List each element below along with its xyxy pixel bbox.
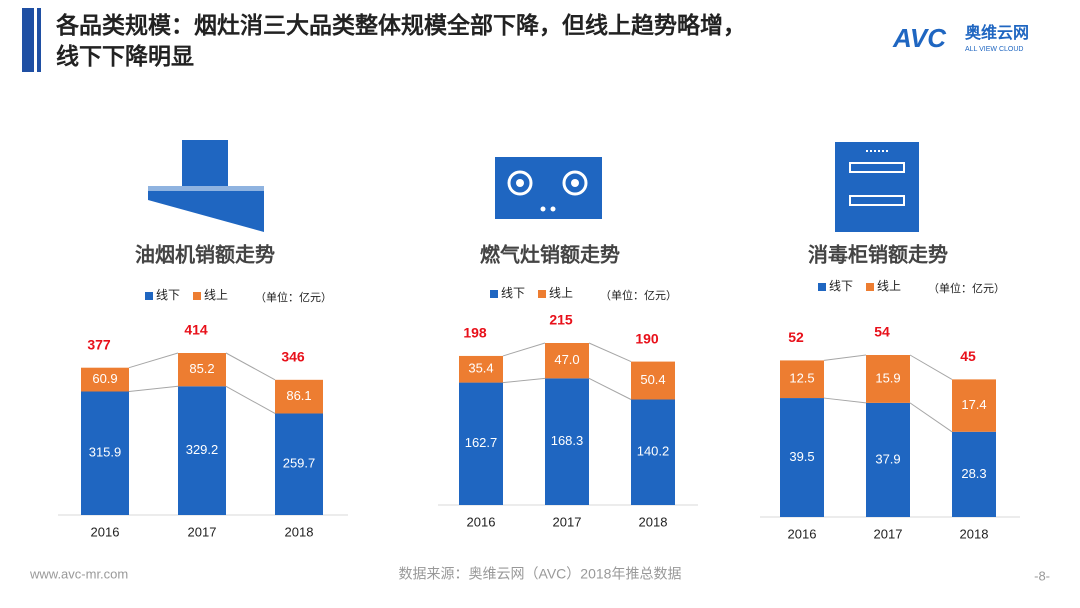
value-label: 35.4 xyxy=(468,361,493,376)
value-label: 315.9 xyxy=(89,445,122,460)
x-tick-label: 2018 xyxy=(285,524,314,539)
bar-segment xyxy=(780,360,824,399)
value-label: 259.7 xyxy=(283,456,316,471)
x-tick-label: 2016 xyxy=(467,514,496,529)
bar-segment xyxy=(952,379,996,432)
bar-segment xyxy=(866,355,910,403)
total-label: 377 xyxy=(87,336,111,352)
bar-segment xyxy=(545,343,589,379)
value-label: 37.9 xyxy=(875,451,900,466)
x-tick-label: 2016 xyxy=(788,526,817,541)
logo-tagline: ALL VIEW CLOUD xyxy=(965,46,1023,53)
trend-connector xyxy=(225,385,276,414)
trend-connector xyxy=(823,397,867,404)
bar-segment xyxy=(178,353,226,387)
bar-segment xyxy=(275,413,323,515)
logo-name: 奥维云网 xyxy=(965,23,1029,42)
bar-segment xyxy=(81,391,129,515)
unit-note: （单位：亿元） xyxy=(600,288,677,302)
bar-segment xyxy=(459,382,503,505)
legend-label: 线下 xyxy=(829,279,853,293)
trend-connector xyxy=(823,354,867,361)
bar-segment xyxy=(275,379,323,414)
stove-icon xyxy=(495,157,602,219)
trend-connector xyxy=(128,352,179,369)
legend-swatch xyxy=(193,292,201,300)
bar-segment xyxy=(178,386,226,515)
x-tick-label: 2017 xyxy=(553,514,582,529)
total-label: 45 xyxy=(960,348,976,364)
bar-segment xyxy=(631,399,675,505)
value-label: 39.5 xyxy=(789,449,814,464)
value-label: 15.9 xyxy=(875,370,900,385)
bar-segment xyxy=(459,355,503,383)
footer-page: -8- xyxy=(1034,568,1050,583)
bar-segment xyxy=(631,361,675,400)
legend-swatch xyxy=(818,283,826,291)
value-label: 162.7 xyxy=(465,435,498,450)
trend-connector xyxy=(909,402,953,433)
legend-swatch xyxy=(490,290,498,298)
value-label: 329.2 xyxy=(186,442,219,457)
legend-swatch xyxy=(538,290,546,298)
footer-site: www.avc-mr.com xyxy=(29,566,128,581)
trend-connector xyxy=(588,377,632,400)
x-tick-label: 2016 xyxy=(91,524,120,539)
title-line: 线下下降明显 xyxy=(56,43,194,69)
total-label: 52 xyxy=(788,329,804,345)
x-tick-label: 2017 xyxy=(874,526,903,541)
value-label: 12.5 xyxy=(789,371,814,386)
chart-title: 燃气灶销额走势 xyxy=(480,242,620,266)
x-tick-label: 2018 xyxy=(960,526,989,541)
value-label: 86.1 xyxy=(286,388,311,403)
total-label: 414 xyxy=(184,322,208,338)
chart-title: 油烟机销额走势 xyxy=(135,242,275,266)
value-label: 50.4 xyxy=(640,372,665,387)
trend-connector xyxy=(502,377,546,384)
hood-icon xyxy=(148,140,264,232)
legend-label: 线上 xyxy=(549,286,573,300)
total-label: 215 xyxy=(549,312,573,328)
legend-label: 线上 xyxy=(204,288,228,302)
total-label: 198 xyxy=(463,325,487,341)
total-label: 54 xyxy=(874,324,890,340)
legend-label: 线上 xyxy=(877,279,901,293)
bar-segment xyxy=(545,378,589,505)
value-label: 28.3 xyxy=(961,466,986,481)
logo-mark: AVC xyxy=(892,23,947,53)
value-label: 17.4 xyxy=(961,397,986,412)
x-tick-label: 2018 xyxy=(639,514,668,529)
unit-note: （单位：亿元） xyxy=(255,290,332,304)
total-label: 346 xyxy=(281,349,305,365)
trend-connector xyxy=(588,342,632,363)
title-line: 各品类规模：烟灶消三大品类整体规模全部下降，但线上趋势略增， xyxy=(55,12,746,38)
cabinet-icon xyxy=(835,142,919,232)
value-label: 140.2 xyxy=(637,444,670,459)
legend-swatch xyxy=(145,292,153,300)
value-label: 168.3 xyxy=(551,433,584,448)
trend-connector xyxy=(225,352,276,381)
value-label: 60.9 xyxy=(92,371,117,386)
header-bar xyxy=(22,8,34,72)
bar-segment xyxy=(866,402,910,517)
trend-connector xyxy=(909,354,953,380)
bar-segment xyxy=(81,367,129,392)
unit-note: （单位：亿元） xyxy=(928,281,1005,295)
trend-connector xyxy=(128,385,179,393)
legend-label: 线下 xyxy=(156,288,180,302)
legend-swatch xyxy=(866,283,874,291)
value-label: 47.0 xyxy=(554,352,579,367)
header-bar-thin xyxy=(37,8,41,72)
x-tick-label: 2017 xyxy=(188,524,217,539)
bar-segment xyxy=(780,398,824,517)
footer-source: 数据来源：奥维云网（AVC）2018年推总数据 xyxy=(399,566,682,582)
total-label: 190 xyxy=(635,330,659,346)
bar-segment xyxy=(952,431,996,517)
trend-connector xyxy=(502,342,546,357)
chart-title: 消毒柜销额走势 xyxy=(808,242,948,266)
value-label: 85.2 xyxy=(189,361,214,376)
legend-label: 线下 xyxy=(501,286,525,300)
